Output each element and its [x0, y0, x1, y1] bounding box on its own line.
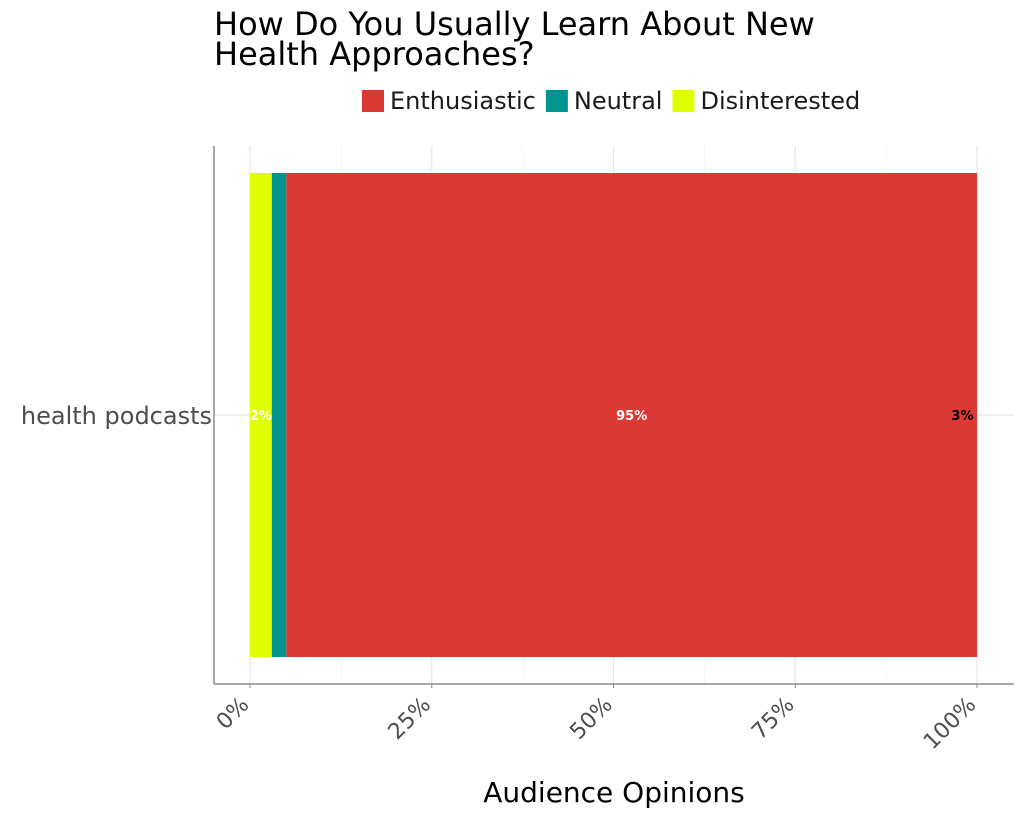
data-label-extra: 3% — [951, 409, 973, 424]
y-tick-label: health podcasts — [21, 402, 212, 430]
bar-enthusiastic — [286, 173, 978, 657]
bar-neutral — [271, 173, 287, 657]
bars — [250, 173, 978, 657]
legend-swatch — [362, 90, 384, 112]
x-tick-label: 50% — [565, 693, 617, 745]
data-labels: 2% 95% 3% — [250, 409, 974, 424]
x-axis-title: Audience Opinions — [483, 776, 745, 809]
x-tick-label: 25% — [384, 693, 436, 745]
x-tick-labels: 0% 25% 50% 75% 100% — [212, 684, 981, 755]
data-label-enthusiastic: 95% — [616, 409, 647, 424]
legend-label: Neutral — [574, 87, 663, 115]
chart-title: How Do You Usually Learn About NewHealth… — [214, 5, 815, 73]
legend-label: Enthusiastic — [390, 87, 536, 115]
x-tick-label: 0% — [212, 693, 254, 735]
legend-swatch — [672, 90, 695, 112]
chart-title-line: Health Approaches? — [214, 35, 535, 73]
legend-swatch — [545, 90, 568, 112]
x-tick-label: 75% — [747, 693, 799, 745]
legend-label: Disinterested — [700, 87, 860, 115]
bar-disinterested — [250, 173, 272, 657]
chart-title-line: How Do You Usually Learn About New — [214, 5, 815, 43]
data-label-disinterested: 2% — [250, 409, 272, 424]
chart-legend: Enthusiastic Neutral Disinterested — [362, 87, 860, 115]
x-tick-label: 100% — [919, 693, 981, 755]
